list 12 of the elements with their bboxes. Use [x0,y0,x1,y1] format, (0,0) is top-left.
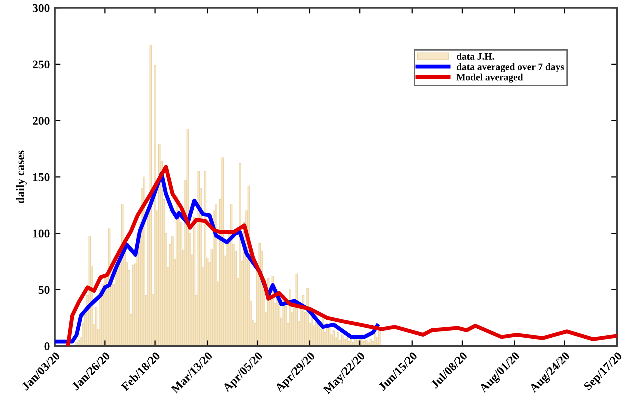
y-tick-label: 300 [32,4,50,12]
y-tick-label: 0 [44,342,50,350]
y-tick-label: 250 [33,60,50,69]
y-tick-label: 200 [33,117,50,126]
legend-label: Model averaged [456,74,524,83]
y-tick-label: 100 [33,230,50,238]
legend-label: data averaged over 7 days [456,63,564,72]
line-series [66,165,618,346]
legend-label: data J.H. [456,53,494,60]
y-axis-title: daily cases [16,150,27,204]
y-tick-label: 50 [38,286,50,294]
y-tick-label: 150 [33,173,50,182]
